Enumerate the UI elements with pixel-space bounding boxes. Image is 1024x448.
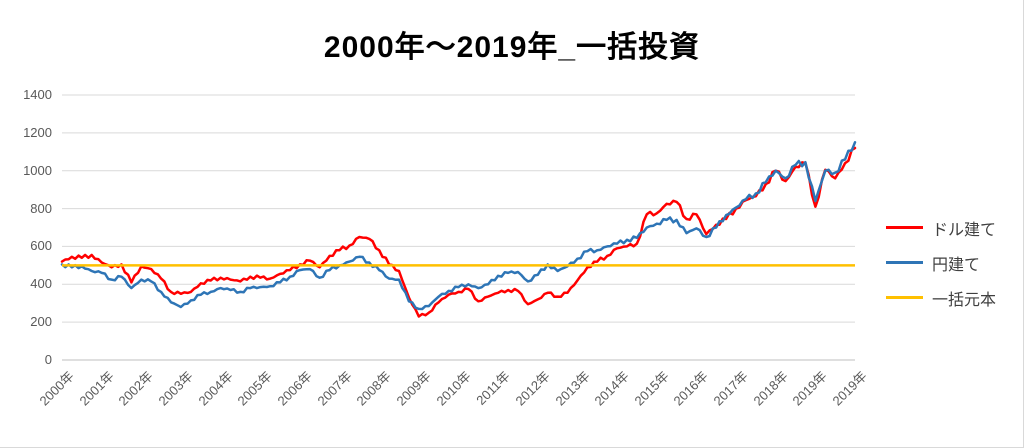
legend-label: 一括元本 [932, 291, 997, 309]
y-tick-label: 200 [30, 314, 52, 330]
y-tick-label: 1400 [23, 87, 52, 102]
legend-item: ドル建て [886, 210, 996, 245]
legend-label: 円建て [932, 256, 981, 274]
legend-line-swatch-icon [886, 226, 923, 229]
y-tick-label: 800 [30, 200, 52, 216]
y-tick-label: 0 [44, 352, 52, 367]
legend-item: 円建て [886, 245, 996, 280]
legend-line-swatch-icon [886, 296, 923, 299]
chart-title: 2000年～2019年_一括投資 [323, 31, 701, 64]
y-tick-label: 400 [30, 276, 52, 292]
series-yen-line [60, 141, 857, 311]
legend-item: 一括元本 [886, 280, 996, 315]
legend-label: ドル建て [932, 221, 997, 239]
y-tick-label: 600 [30, 238, 52, 254]
series-dollar-line [60, 146, 857, 318]
legend-line-swatch-icon [886, 261, 923, 264]
y-tick-label: 1200 [23, 124, 52, 140]
legend: ドル建て円建て一括元本 [886, 210, 996, 315]
y-tick-label: 1000 [23, 162, 52, 178]
